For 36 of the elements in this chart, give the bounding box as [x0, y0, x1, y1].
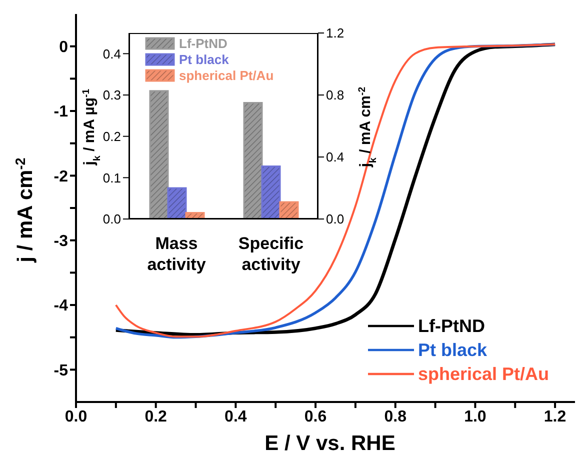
legend-label: Pt black — [179, 52, 229, 66]
y2-tick-label: 0.8 — [326, 88, 344, 103]
y-tick-label: 0.3 — [102, 88, 121, 103]
legend-label: Lf-PtND — [418, 316, 485, 336]
legend-label: Pt black — [418, 340, 488, 360]
y2-tick-label: 0.4 — [326, 150, 344, 165]
x-tick-label: 1.0 — [464, 408, 486, 426]
y-tick-label: 0.2 — [102, 128, 121, 144]
y-tick-label: 0.1 — [102, 170, 121, 186]
x-tick-label: Mass activity — [147, 234, 206, 274]
bar — [261, 166, 281, 219]
x-tick-label: 0.2 — [144, 408, 168, 426]
x-tick-label: Specific activity — [238, 234, 304, 274]
x-tick-label: 0.8 — [384, 408, 407, 426]
y-tick-label: -3 — [54, 233, 68, 250]
y-tick-label: -1 — [54, 104, 68, 121]
legend-label: spherical Pt/Au — [179, 68, 274, 82]
x-tick-label: 0.0 — [64, 408, 88, 426]
y-tick-label: -5 — [54, 362, 68, 380]
x-tick-label: 0.6 — [304, 408, 327, 426]
y-tick-label: 0 — [59, 39, 68, 56]
y2-tick-label: 1.2 — [326, 26, 344, 41]
x-tick-label: 1.2 — [544, 408, 566, 426]
y-tick-label: -2 — [54, 168, 68, 186]
x-tick-label: 0.4 — [224, 408, 247, 426]
y-tick-label: -4 — [54, 298, 68, 315]
bar — [279, 201, 299, 219]
bar — [243, 102, 263, 219]
y-tick-label: 0.0 — [102, 212, 121, 227]
legend-label: spherical Pt/Au — [418, 364, 550, 384]
bar — [149, 90, 169, 219]
legend-label: Lf-PtND — [179, 36, 228, 50]
y-tick-label: 0.4 — [102, 46, 121, 62]
y2-tick-label: 0.0 — [326, 212, 344, 227]
x-axis-title: E / V vs. RHE — [264, 432, 396, 455]
bar — [167, 187, 187, 219]
